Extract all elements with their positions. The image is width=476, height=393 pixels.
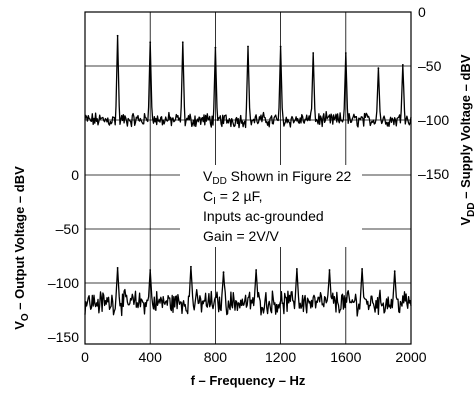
left-tick-label: –100 <box>48 275 79 291</box>
series-left-peak-8 <box>393 270 396 273</box>
x-axis-title: f – Frequency – Hz <box>191 373 306 388</box>
left-axis-title: VO – Output Voltage – dBV <box>12 166 31 330</box>
x-tick-label: 400 <box>139 349 163 365</box>
series-right-peak-0 <box>116 34 119 37</box>
right-tick-label: 0 <box>418 4 426 20</box>
x-tick-label: 2000 <box>395 349 426 365</box>
series-right-peak-6 <box>312 52 315 54</box>
series-left-peak-6 <box>328 269 331 271</box>
series-right-peak-2 <box>181 41 184 44</box>
right-tick-label: –50 <box>418 58 442 74</box>
series-right-peak-8 <box>377 67 380 70</box>
series-right-peak-3 <box>214 46 217 49</box>
series-left-peak-7 <box>361 268 363 270</box>
traces <box>84 34 412 317</box>
right-tick-label: –100 <box>418 112 449 128</box>
series-right-trace <box>84 35 412 129</box>
x-tick-label: 1200 <box>265 349 296 365</box>
annotation-line-1: VDD Shown in Figure 22 <box>203 168 352 187</box>
annotation-background <box>180 165 362 247</box>
annotation-line-2: CI = 2 µF, <box>203 188 263 207</box>
series-left-peak-1 <box>149 269 152 271</box>
series-left-peak-5 <box>296 268 298 270</box>
series-right-peak-9 <box>401 64 404 66</box>
series-right-peak-4 <box>247 45 249 48</box>
series-right-peak-5 <box>279 45 282 48</box>
series-left-peak-4 <box>255 269 258 271</box>
x-tick-label: 800 <box>204 349 228 365</box>
plot-frame <box>84 11 412 345</box>
left-tick-label: –150 <box>48 329 79 345</box>
series-left-peak-2 <box>190 265 192 268</box>
series-left-peak-0 <box>116 266 119 269</box>
annotation-line-3: Inputs ac-grounded <box>203 208 324 224</box>
left-tick-label: 0 <box>71 167 79 183</box>
ticks: 0 400 800 1200 1600 20000–50–100–1500–50–100–… <box>48 4 450 365</box>
annotation-line-4: Gain = 2V/V <box>203 228 280 244</box>
x-tick-label: 1600 <box>330 349 361 365</box>
left-tick-label: –50 <box>56 221 80 237</box>
series-right-peak-1 <box>149 41 152 44</box>
x-tick-label: 0 <box>81 349 89 365</box>
right-tick-label: –150 <box>418 166 449 182</box>
series-left-peak-3 <box>222 271 225 274</box>
series-left-trace <box>84 266 412 317</box>
right-axis-title: VDD – Supply Voltage – dBV <box>458 54 476 225</box>
series-right-peak-7 <box>344 52 347 54</box>
